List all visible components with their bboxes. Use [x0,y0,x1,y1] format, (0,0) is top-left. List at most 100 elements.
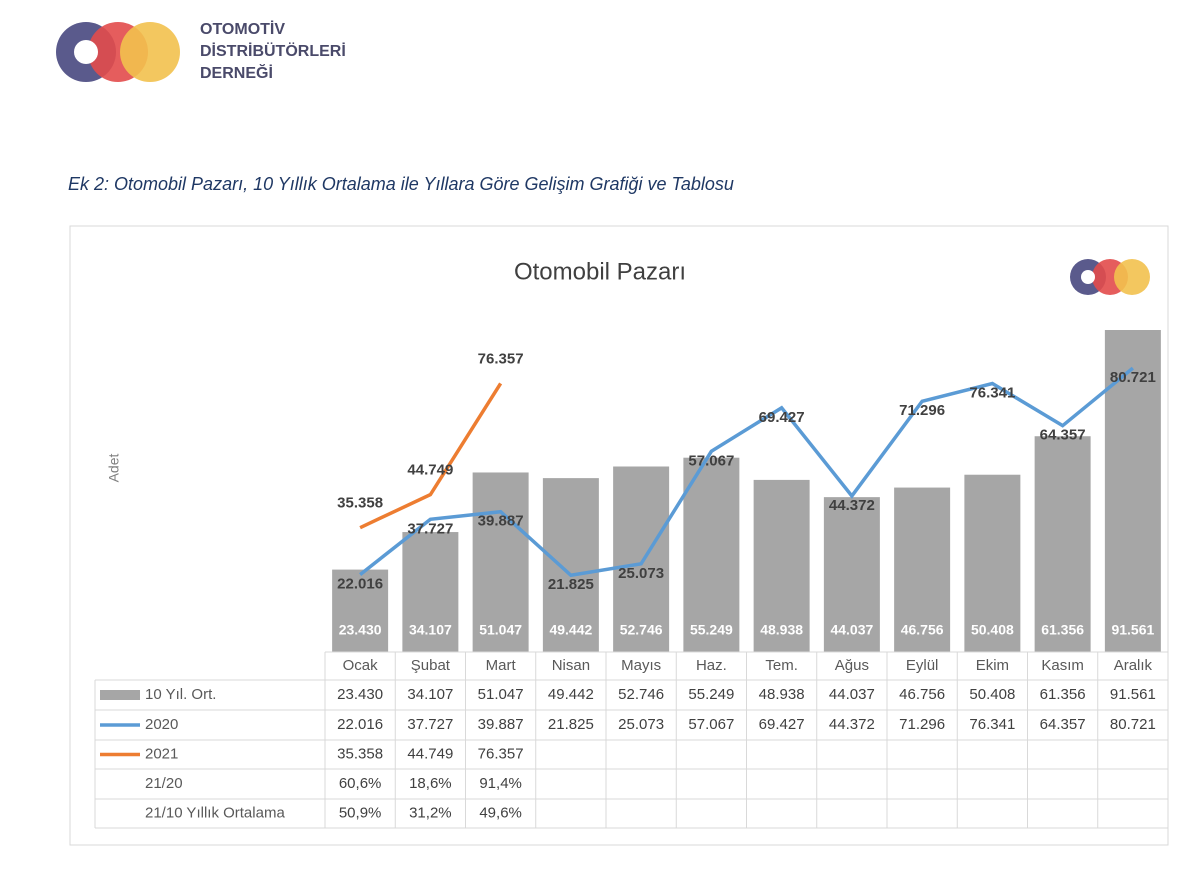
bar [894,487,951,652]
table-cell: 23.430 [337,686,383,703]
chart-title: Otomobil Pazarı [514,258,686,285]
line-value-label: 25.073 [618,565,664,582]
table-cell: 44.749 [407,745,453,762]
bar-value-label: 48.938 [760,622,803,638]
x-tick-label: Nisan [552,657,590,674]
line [359,382,503,530]
table-cell: 76.341 [969,716,1015,733]
table-cell: 52.746 [618,686,664,703]
bar [753,479,810,652]
x-tick-label: Ocak [343,657,379,674]
x-tick-label: Aralık [1114,657,1153,674]
table-cell: 50,9% [339,804,382,821]
chart-frame [69,225,1169,846]
x-tick-label: Kasım [1041,657,1084,674]
bar [402,532,459,652]
bar-value-label: 23.430 [339,622,382,638]
bar-value-label: 34.107 [409,622,452,638]
table-cell: 34.107 [407,686,453,703]
bar [472,472,529,652]
x-tick-label: Tem. [765,657,798,674]
table-cell: 35.358 [337,745,383,762]
org-name: DİSTRİBÜTÖRLERİ [200,41,346,60]
line-value-label: 37.727 [407,520,453,537]
table-cell: 69.427 [759,716,805,733]
table-cell: 48.938 [759,686,805,703]
line-value-label: 44.372 [829,497,875,514]
table-cell: 55.249 [688,686,734,703]
line-value-label: 76.341 [969,384,1015,401]
table-cell: 18,6% [409,775,452,792]
bar-value-label: 55.249 [690,622,733,638]
x-tick-label: Mart [486,657,517,674]
bar-value-label: 61.356 [1041,622,1084,638]
bar [683,457,740,652]
table-cell: 57.067 [688,716,734,733]
caption: Ek 2: Otomobil Pazarı, 10 Yıllık Ortalam… [68,174,734,194]
y-axis-label: Adet [106,453,122,482]
legend-label: 2021 [145,745,178,762]
table-cell: 60,6% [339,775,382,792]
line-value-label: 57.067 [688,452,734,469]
table-cell: 25.073 [618,716,664,733]
line [359,366,1134,578]
bar-value-label: 49.442 [549,622,592,638]
line-value-label: 35.358 [337,495,383,512]
table-cell: 49.442 [548,686,594,703]
bar [613,466,670,652]
legend-label: 10 Yıl. Ort. [145,686,216,703]
x-tick-label: Eylül [906,657,939,674]
bar [823,497,880,652]
line-value-label: 80.721 [1110,369,1156,386]
line-value-label: 22.016 [337,576,383,593]
table-cell: 91,4% [479,775,522,792]
table-cell: 21.825 [548,716,594,733]
bar-value-label: 91.561 [1111,622,1154,638]
line-value-label: 69.427 [759,409,805,426]
bar [542,478,599,652]
table-cell: 22.016 [337,716,383,733]
line-value-label: 71.296 [899,402,945,419]
table-cell: 31,2% [409,804,452,821]
x-tick-label: Ağus [835,657,869,674]
table-cell: 44.372 [829,716,875,733]
bar [332,569,389,652]
bar-value-label: 50.408 [971,622,1014,638]
legend-label: 21/10 Yıllık Ortalama [145,804,285,821]
table-cell: 49,6% [479,804,522,821]
x-tick-label: Mayıs [621,657,661,674]
bar [1034,436,1091,652]
table-cell: 51.047 [478,686,524,703]
x-tick-label: Ekim [976,657,1009,674]
org-name: DERNEĞİ [200,63,273,82]
table-cell: 80.721 [1110,716,1156,733]
bar-value-label: 51.047 [479,622,522,638]
x-tick-label: Haz. [696,657,727,674]
table-cell: 64.357 [1040,716,1086,733]
table-cell: 39.887 [478,716,524,733]
table-cell: 44.037 [829,686,875,703]
line-value-label: 39.887 [478,513,524,530]
line-value-label: 64.357 [1040,427,1086,444]
small-logo [1070,259,1150,295]
bar-value-label: 52.746 [620,622,663,638]
table-cell: 50.408 [969,686,1015,703]
table-cell: 71.296 [899,716,945,733]
bar-value-label: 46.756 [901,622,944,638]
table-cell: 37.727 [407,716,453,733]
line-value-label: 76.357 [478,350,524,367]
x-tick-label: Şubat [411,657,451,674]
legend-key [100,690,140,700]
logo [56,22,180,82]
table-cell: 91.561 [1110,686,1156,703]
line-value-label: 44.749 [407,462,453,479]
table-cell: 61.356 [1040,686,1086,703]
table-cell: 46.756 [899,686,945,703]
org-name: OTOMOTİV [200,20,285,38]
bar [964,474,1021,652]
table-cell: 76.357 [478,745,524,762]
legend-label: 21/20 [145,775,183,792]
line-value-label: 21.825 [548,576,594,593]
legend-label: 2020 [145,716,178,733]
